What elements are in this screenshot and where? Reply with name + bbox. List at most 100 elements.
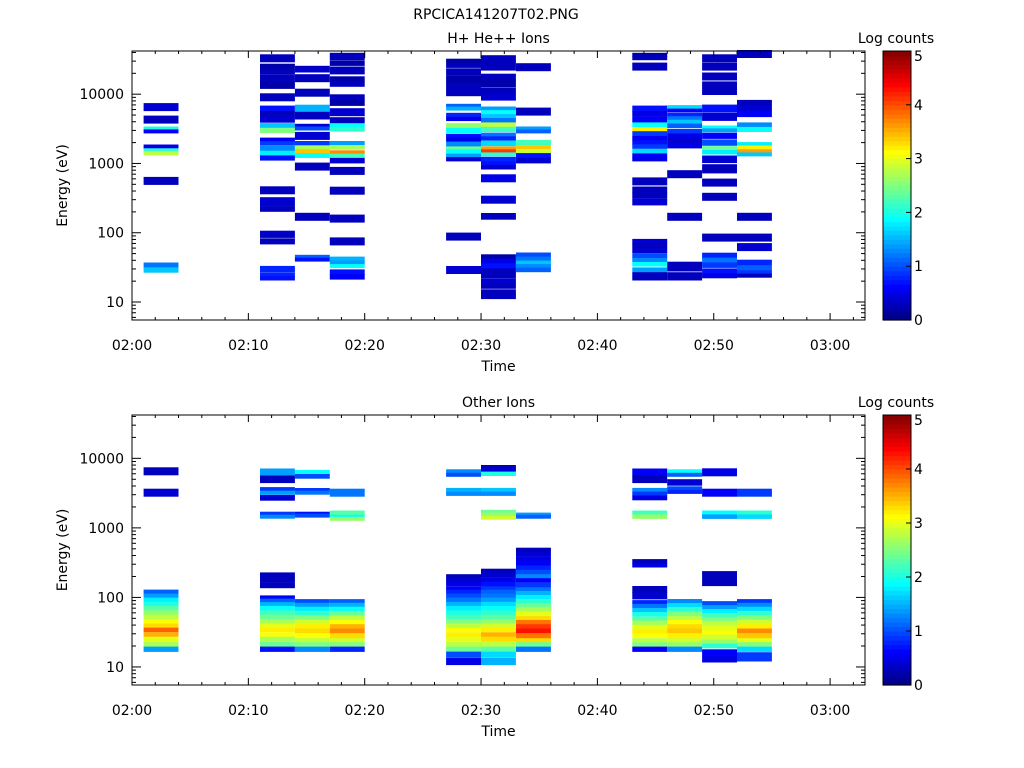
colorbar-tick-label: 3 (914, 152, 923, 168)
heatmap-cell (329, 141, 365, 146)
heatmap-cell (632, 620, 668, 626)
colorbar-segment (883, 586, 911, 592)
heatmap-cell (702, 649, 737, 657)
heatmap-cell (481, 581, 516, 587)
heatmap-cell (737, 514, 772, 519)
heatmap-cell (260, 605, 295, 611)
heatmap-cell (260, 68, 295, 75)
heatmap-cell (667, 212, 703, 221)
heatmap-cell (632, 633, 668, 639)
heatmap-cell (702, 164, 737, 170)
colorbar-segment (883, 261, 911, 267)
heatmap-cell (260, 276, 295, 281)
heatmap-cell (481, 289, 516, 295)
heatmap-cell (143, 597, 179, 603)
colorbar-frame (882, 414, 912, 686)
heatmap-cell (481, 118, 516, 123)
heatmap-cell (143, 614, 179, 620)
y-tick-label: 10000 (79, 87, 124, 103)
heatmap-cell (632, 116, 668, 123)
heatmap-cell (702, 146, 737, 151)
colorbar-segment (883, 266, 911, 272)
heatmap-cell (516, 547, 551, 553)
heatmap-cell (260, 116, 295, 123)
x-tick-label: 02:30 (461, 703, 501, 719)
colorbar-segment (883, 163, 911, 169)
heatmap-cell (329, 117, 365, 124)
colorbar-segment (883, 644, 911, 650)
heatmap-cell (329, 510, 365, 515)
colorbar-segment (883, 136, 911, 142)
heatmap-cell (446, 469, 481, 474)
heatmap-cell (481, 597, 516, 603)
y-tick-label: 10 (106, 295, 124, 311)
heatmap-cell (632, 258, 668, 263)
heatmap-cell (481, 568, 516, 574)
heatmap-cell (737, 233, 772, 242)
heatmap-cell (260, 514, 295, 519)
heatmap-cell (737, 638, 772, 643)
heatmap-cell (294, 615, 330, 621)
x-axis-label: Time (480, 359, 515, 375)
heatmap-cell (516, 599, 551, 604)
heatmap-cell (632, 468, 668, 477)
heatmap-cell (481, 605, 516, 611)
y-axis-label: Energy (eV) (55, 509, 71, 592)
heatmap-cell (260, 54, 295, 63)
heatmap-cell (294, 88, 330, 97)
x-tick-label: 02:50 (694, 703, 734, 719)
heatmap-cell (702, 233, 737, 242)
heatmap-cell (481, 156, 516, 162)
colorbar-segment (883, 473, 911, 479)
heatmap-cell (446, 610, 481, 616)
colorbar-segment (883, 437, 911, 443)
heatmap-cell (481, 614, 516, 620)
heatmap-cell (516, 569, 551, 575)
heatmap-cell (737, 624, 772, 630)
colorbar-segment (883, 118, 911, 124)
heatmap-cell (632, 157, 668, 162)
colorbar-segment (883, 622, 911, 628)
colorbar-segment (883, 145, 911, 151)
colorbar-segment (883, 455, 911, 461)
heatmap-cell (632, 603, 668, 609)
heatmap-cell (143, 619, 179, 624)
colorbar-segment (883, 460, 911, 466)
colorbar-segment (883, 64, 911, 70)
heatmap-cell (702, 488, 737, 497)
heatmap-cell (329, 76, 365, 82)
colorbar-segment (883, 649, 911, 655)
colorbar-segment (883, 617, 911, 623)
heatmap-cell (329, 606, 365, 612)
heatmap-cell (632, 238, 668, 244)
heatmap-cell (260, 511, 295, 516)
heatmap-cell (632, 62, 668, 71)
y-axis-label: Energy (eV) (55, 144, 71, 227)
colorbar-segment (883, 216, 911, 222)
heatmap-cells (143, 465, 772, 666)
heatmap-cell (667, 607, 703, 612)
heatmap-cell (702, 601, 737, 606)
heatmap-cell (516, 616, 551, 621)
heatmap-cell (481, 88, 516, 95)
colorbar-tick-label: 4 (914, 462, 923, 478)
heatmap-cell (702, 273, 737, 279)
colorbar-segment (883, 568, 911, 574)
heatmap-cell (702, 621, 737, 626)
heatmap-cell (260, 619, 295, 624)
colorbar-segment (883, 491, 911, 497)
colorbar-tick-label: 0 (914, 678, 923, 694)
heatmap-cell (667, 261, 703, 267)
colorbar-segment (883, 653, 911, 659)
heatmap-cell (294, 602, 330, 607)
heatmap-cell (702, 634, 737, 640)
heatmap-cell (143, 115, 179, 124)
heatmap-cell (737, 652, 772, 658)
heatmap-cell (632, 122, 668, 128)
heatmap-cell (667, 128, 703, 134)
heatmap-cell (516, 620, 551, 625)
heatmap-cell (260, 123, 295, 129)
colorbar-segment (883, 315, 911, 321)
heatmap-cell (632, 638, 668, 643)
heatmap-cell (702, 132, 737, 139)
